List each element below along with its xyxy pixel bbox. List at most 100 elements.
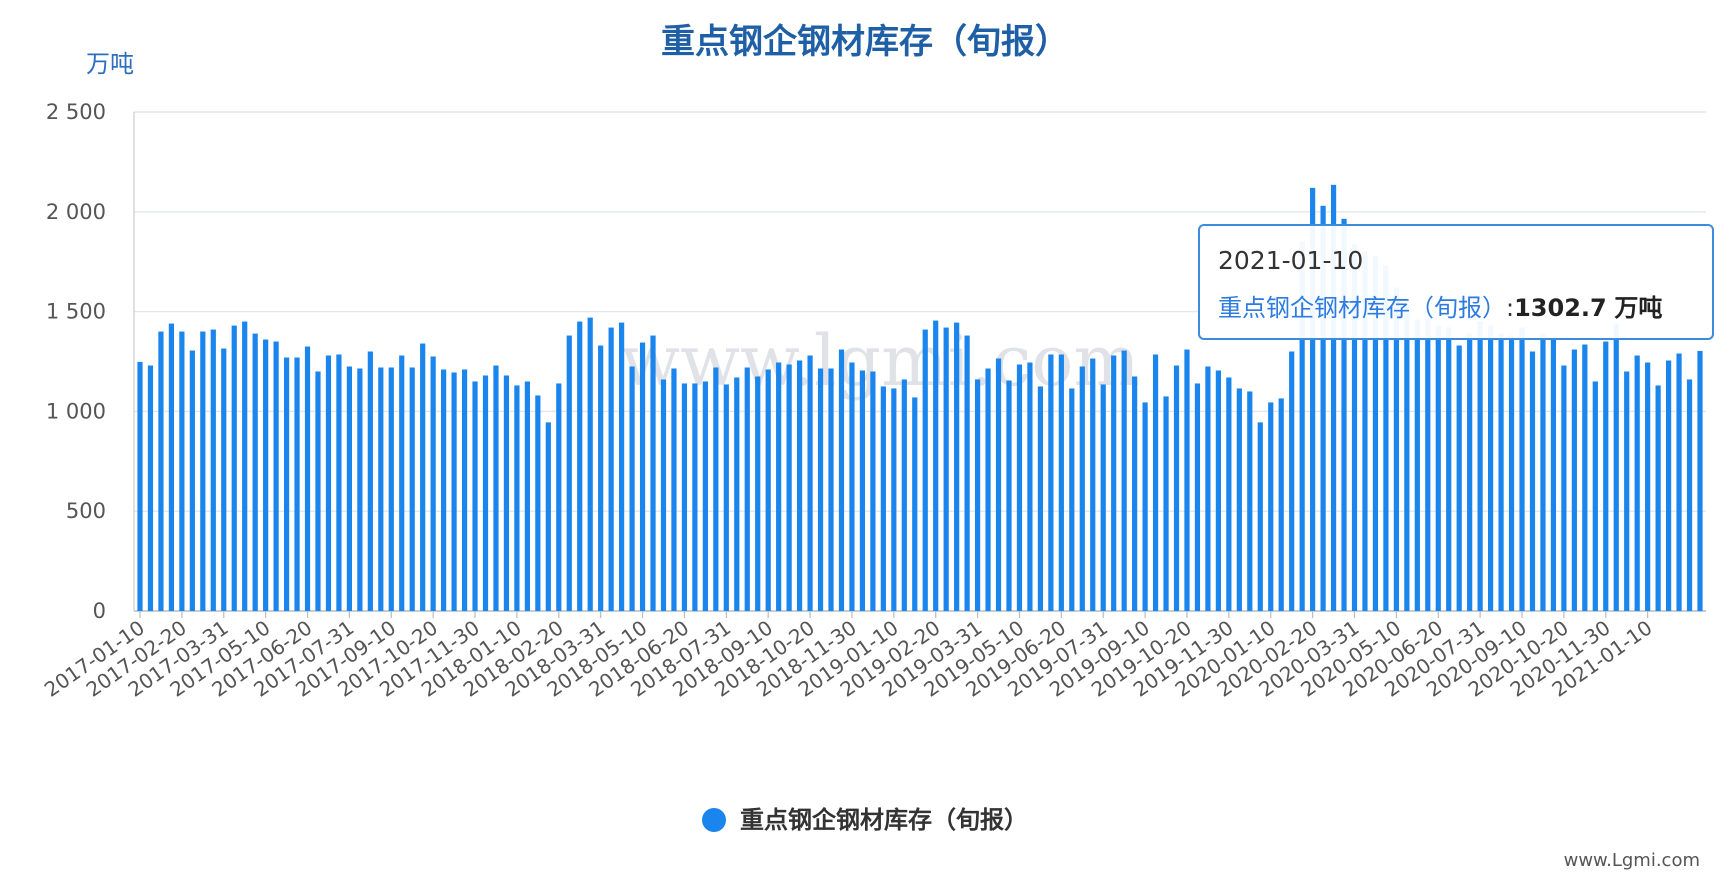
bar[interactable] (943, 327, 949, 611)
bar[interactable] (1488, 325, 1494, 611)
bar[interactable] (1540, 333, 1546, 611)
bar[interactable] (734, 377, 740, 611)
bar[interactable] (1498, 333, 1504, 611)
bar[interactable] (1592, 381, 1598, 611)
bar[interactable] (901, 379, 907, 611)
bar[interactable] (1058, 354, 1064, 611)
bar[interactable] (1184, 349, 1190, 611)
bar[interactable] (1027, 362, 1033, 612)
bar[interactable] (995, 358, 1002, 611)
bar[interactable] (1446, 327, 1452, 611)
bar[interactable] (912, 397, 918, 611)
bar[interactable] (1205, 366, 1211, 611)
bar[interactable] (1173, 365, 1180, 611)
bar[interactable] (1037, 386, 1043, 611)
bar[interactable] (922, 329, 928, 611)
bar[interactable] (849, 362, 855, 612)
bar[interactable] (1645, 362, 1651, 612)
bar[interactable] (451, 372, 457, 611)
bar[interactable] (1226, 377, 1232, 611)
bar[interactable] (158, 331, 164, 611)
bar[interactable] (1090, 358, 1096, 611)
bar[interactable] (933, 320, 939, 611)
bar[interactable] (346, 366, 352, 611)
bar[interactable] (954, 322, 960, 611)
bar[interactable] (1582, 344, 1588, 611)
bar[interactable] (1425, 317, 1431, 611)
bar[interactable] (263, 339, 269, 611)
bar[interactable] (1362, 251, 1368, 611)
bar[interactable] (1613, 323, 1619, 611)
bar[interactable] (671, 368, 677, 611)
bar[interactable] (1289, 351, 1295, 611)
bar[interactable] (441, 369, 447, 611)
bar[interactable] (179, 331, 185, 611)
bar[interactable] (294, 357, 300, 611)
legend[interactable]: 重点钢企钢材库存（旬报） (0, 800, 1730, 835)
bar[interactable] (964, 335, 970, 611)
bar[interactable] (713, 367, 719, 611)
bar[interactable] (587, 317, 593, 611)
bar[interactable] (252, 333, 258, 611)
bar[interactable] (1247, 391, 1253, 611)
bar[interactable] (1477, 321, 1483, 611)
bar[interactable] (1676, 353, 1682, 611)
bar[interactable] (1351, 243, 1358, 612)
bar[interactable] (1236, 388, 1242, 611)
bar[interactable] (556, 383, 562, 611)
bar[interactable] (598, 345, 604, 611)
bar[interactable] (1550, 339, 1557, 611)
bar[interactable] (1257, 422, 1263, 611)
bar[interactable] (1665, 360, 1672, 612)
bar[interactable] (1571, 349, 1577, 611)
bar[interactable] (776, 362, 782, 612)
bar[interactable] (1456, 345, 1462, 611)
bar[interactable] (608, 327, 614, 611)
bar[interactable] (859, 370, 866, 611)
bar[interactable] (1111, 355, 1117, 611)
bar[interactable] (1006, 380, 1012, 611)
bar[interactable] (430, 356, 436, 611)
bar[interactable] (797, 360, 803, 612)
bar[interactable] (472, 381, 478, 611)
bar[interactable] (619, 322, 625, 611)
bar[interactable] (1529, 351, 1536, 611)
bar[interactable] (692, 383, 698, 611)
bar[interactable] (1624, 371, 1630, 611)
bar[interactable] (283, 357, 290, 611)
bar[interactable] (378, 367, 384, 611)
bar[interactable] (577, 321, 583, 611)
bar[interactable] (367, 351, 373, 611)
bar[interactable] (336, 354, 342, 611)
bar[interactable] (817, 368, 824, 611)
bar[interactable] (985, 368, 991, 611)
bar[interactable] (409, 367, 415, 611)
bar[interactable] (629, 366, 635, 611)
bar[interactable] (891, 388, 897, 611)
bar[interactable] (482, 375, 489, 611)
bar[interactable] (1268, 402, 1274, 611)
bar[interactable] (1508, 335, 1515, 611)
bar[interactable] (870, 371, 876, 611)
bar[interactable] (210, 329, 216, 611)
bar[interactable] (1278, 398, 1284, 611)
bar[interactable] (514, 385, 520, 611)
bar[interactable] (242, 321, 248, 611)
bar[interactable] (1100, 384, 1106, 611)
bar[interactable] (880, 386, 886, 611)
bar[interactable] (524, 381, 530, 611)
bar[interactable] (189, 350, 195, 611)
bar[interactable] (231, 325, 237, 611)
bar[interactable] (807, 355, 813, 611)
bar[interactable] (1404, 305, 1410, 611)
bar[interactable] (1215, 370, 1221, 611)
bar[interactable] (974, 379, 981, 611)
bar[interactable] (1341, 218, 1347, 612)
bar[interactable] (639, 342, 646, 611)
bar[interactable] (535, 395, 541, 611)
bar[interactable] (1310, 187, 1316, 611)
bar[interactable] (168, 323, 175, 611)
bar[interactable] (838, 349, 845, 611)
bar[interactable] (786, 364, 792, 611)
bar[interactable] (1697, 350, 1703, 611)
